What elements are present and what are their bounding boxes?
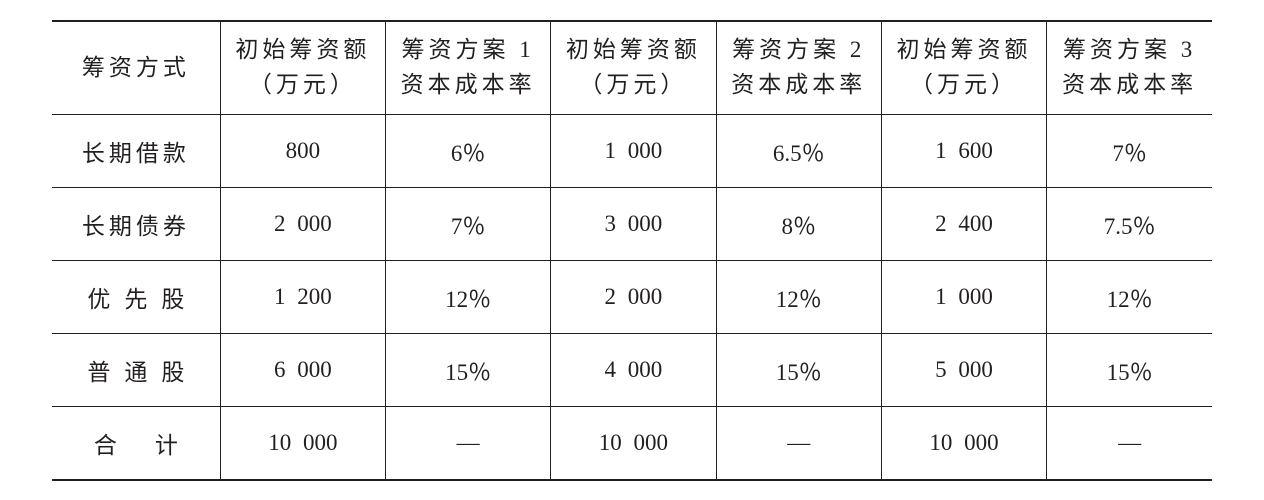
cell-value: 7％ <box>1047 115 1212 188</box>
header-line: 初始筹资额 <box>897 37 1032 62</box>
cell-value: 1 600 <box>881 115 1046 188</box>
header-line: 筹资方案 1 <box>402 37 535 62</box>
total-label-part: 合 <box>94 433 117 458</box>
cell-value: 12％ <box>716 261 881 334</box>
header-line: （万元） <box>579 72 687 97</box>
header-line: 资本成本率 <box>401 72 536 97</box>
col-header-rate-2: 筹资方案 2 资本成本率 <box>716 21 881 115</box>
cell-value: 15％ <box>385 334 550 407</box>
col-header-amount-2: 初始筹资额 （万元） <box>551 21 716 115</box>
cell-method: 优先股 <box>52 261 220 334</box>
table-row: 长期债券 2 000 7％ 3 000 8％ 2 400 7.5％ <box>52 188 1212 261</box>
cell-value: 2 400 <box>881 188 1046 261</box>
cell-value: 7.5％ <box>1047 188 1212 261</box>
header-line: 初始筹资额 <box>566 37 701 62</box>
col-header-amount-3: 初始筹资额 （万元） <box>881 21 1046 115</box>
cell-value: 12％ <box>385 261 550 334</box>
cell-value: 6 000 <box>220 334 385 407</box>
cell-value: 7％ <box>385 188 550 261</box>
total-label-part: 计 <box>155 433 178 458</box>
cell-value: 15％ <box>716 334 881 407</box>
cell-value: 800 <box>220 115 385 188</box>
cell-value: 4 000 <box>551 334 716 407</box>
cell-method: 长期债券 <box>52 188 220 261</box>
table-row: 普通股 6 000 15％ 4 000 15％ 5 000 15％ <box>52 334 1212 407</box>
col-header-amount-1: 初始筹资额 （万元） <box>220 21 385 115</box>
table-body: 长期借款 800 6％ 1 000 6.5％ 1 600 7％ 长期债券 2 0… <box>52 115 1212 480</box>
cell-value: 15％ <box>1047 334 1212 407</box>
cell-value: 1 000 <box>881 261 1046 334</box>
cell-value: 1 200 <box>220 261 385 334</box>
cell-value: 8％ <box>716 188 881 261</box>
header-line: 筹资方案 3 <box>1063 37 1196 62</box>
cell-value: 10 000 <box>220 407 385 480</box>
header-line: （万元） <box>910 72 1018 97</box>
header-line: 初始筹资额 <box>235 37 370 62</box>
cell-value: 10 000 <box>551 407 716 480</box>
cell-value: — <box>385 407 550 480</box>
col-header-method: 筹资方式 <box>52 21 220 115</box>
col-header-rate-3: 筹资方案 3 资本成本率 <box>1047 21 1212 115</box>
cell-value: 5 000 <box>881 334 1046 407</box>
cell-method: 合计 <box>52 407 220 480</box>
cell-value: — <box>716 407 881 480</box>
financing-table-container: 筹资方式 初始筹资额 （万元） 筹资方案 1 资本成本率 初始筹资额 （万元） … <box>52 20 1212 481</box>
cell-method: 长期借款 <box>52 115 220 188</box>
header-line: 资本成本率 <box>1062 72 1197 97</box>
header-line: 筹资方案 2 <box>732 37 865 62</box>
table-row: 优先股 1 200 12％ 2 000 12％ 1 000 12％ <box>52 261 1212 334</box>
cell-value: 2 000 <box>220 188 385 261</box>
table-row-total: 合计 10 000 — 10 000 — 10 000 — <box>52 407 1212 480</box>
cell-value: — <box>1047 407 1212 480</box>
cell-value: 2 000 <box>551 261 716 334</box>
header-line: 资本成本率 <box>731 72 866 97</box>
table-header-row: 筹资方式 初始筹资额 （万元） 筹资方案 1 资本成本率 初始筹资额 （万元） … <box>52 21 1212 115</box>
cell-method: 普通股 <box>52 334 220 407</box>
header-line: （万元） <box>249 72 357 97</box>
cell-value: 3 000 <box>551 188 716 261</box>
financing-table: 筹资方式 初始筹资额 （万元） 筹资方案 1 资本成本率 初始筹资额 （万元） … <box>52 20 1212 481</box>
col-header-rate-1: 筹资方案 1 资本成本率 <box>385 21 550 115</box>
table-row: 长期借款 800 6％ 1 000 6.5％ 1 600 7％ <box>52 115 1212 188</box>
cell-value: 12％ <box>1047 261 1212 334</box>
cell-value: 10 000 <box>881 407 1046 480</box>
cell-value: 6.5％ <box>716 115 881 188</box>
cell-value: 1 000 <box>551 115 716 188</box>
cell-value: 6％ <box>385 115 550 188</box>
